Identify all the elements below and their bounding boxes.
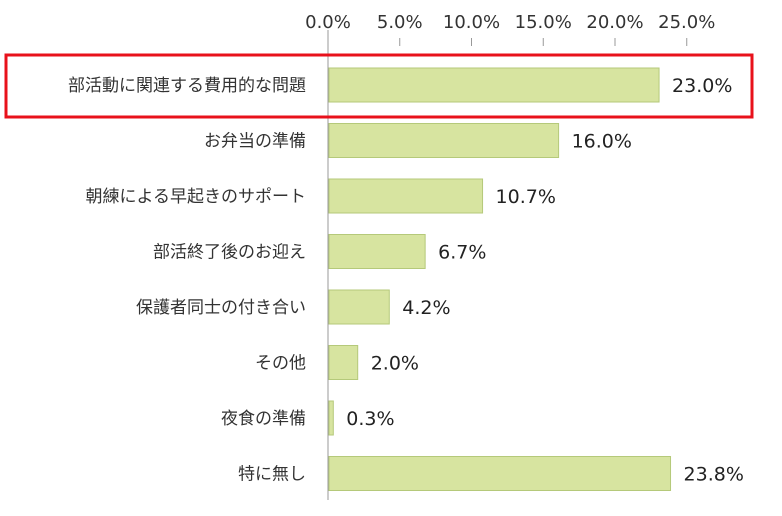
data-label: 23.8% [684,464,744,486]
data-label: 2.0% [371,353,419,375]
x-tick-label: 15.0% [515,12,572,33]
category-label: 部活動に関連する費用的な問題 [68,76,306,96]
bars [328,67,672,491]
category-label: 夜食の準備 [221,409,306,429]
category-label: 保護者同士の付き合い [136,298,306,318]
category-label: 部活終了後のお迎え [153,243,306,263]
category-labels: 部活動に関連する費用的な問題お弁当の準備朝練による早起きのサポート部活終了後のお… [68,76,306,485]
x-tick-label: 20.0% [586,12,643,33]
bar [328,67,660,103]
category-label: お弁当の準備 [204,132,306,152]
bar [328,178,484,214]
x-tick-label: 25.0% [658,12,715,33]
x-tick-label: 0.0% [305,12,351,33]
bar [328,400,334,436]
data-label: 4.2% [402,297,450,319]
data-label: 10.7% [496,186,556,208]
x-tick-label: 5.0% [377,12,423,33]
category-label: 朝練による早起きのサポート [86,187,307,207]
bar [328,234,426,269]
bar [328,123,560,158]
bar [328,345,359,380]
data-labels: 23.0% 16.0% 10.7% 6.7% 4.2% 2.0% 0.3% 23.8% [346,75,744,486]
highlight-box [4,53,754,119]
x-tick-label: 10.0% [443,12,500,33]
category-label: その他 [255,354,306,374]
category-label: 特に無し [238,465,306,485]
bar [328,289,390,325]
data-label: 6.7% [438,242,486,264]
data-label: 23.0% [672,75,732,97]
data-label: 16.0% [572,131,632,153]
x-axis-ticks: 0.0% 5.0% 10.0% 15.0% 20.0% 25.0% [305,12,715,48]
data-label: 0.3% [346,408,394,430]
bar [328,456,672,491]
